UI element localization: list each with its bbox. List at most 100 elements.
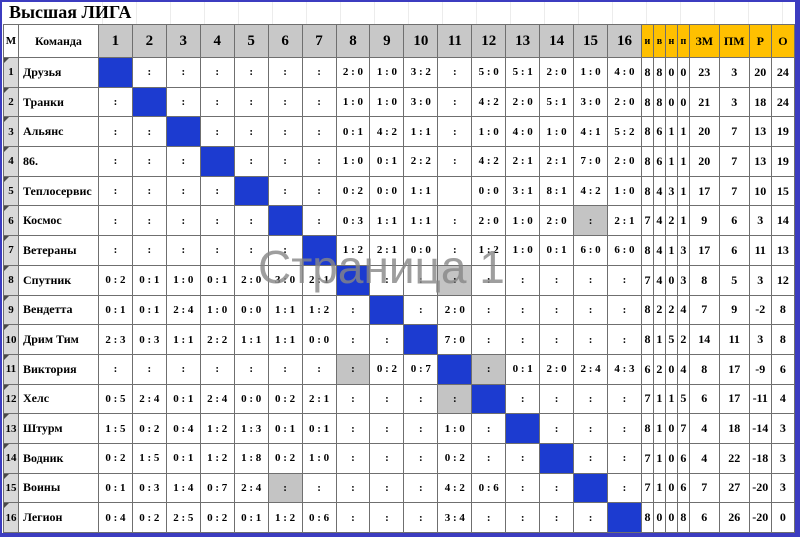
col-header-8: 8	[335, 24, 371, 58]
row-number: 15	[3, 472, 19, 504]
result-cell-empty: :	[607, 294, 642, 326]
stat-cell: 0	[664, 57, 678, 88]
result-cell: 2 : 0	[233, 264, 269, 296]
stat-cell: 4	[652, 235, 666, 266]
stat-cell: 8	[652, 86, 666, 118]
stat-cell: 7	[640, 442, 654, 474]
result-cell-empty: :	[369, 413, 405, 444]
result-cell: 1 : 0	[607, 175, 642, 207]
diagonal-cell	[369, 294, 405, 326]
stat-cell: 7	[688, 472, 720, 504]
team-name: Транки	[17, 86, 99, 118]
stat-cell: 5	[676, 383, 690, 415]
stat-cell: 1	[664, 116, 678, 148]
result-cell: 0 : 2	[131, 502, 167, 533]
result-cell-empty: :	[573, 264, 609, 296]
table-header: М Команда 1 2 3 4 5 6 7 8 9 10 11 12 13 14 15 16 и в н п ЗМ ПМ Р…	[3, 24, 795, 58]
result-cell: 0 : 4	[165, 413, 201, 444]
stat-cell: 0	[664, 264, 678, 296]
result-cell-empty: :	[471, 324, 507, 355]
stat-cell: 1	[664, 235, 678, 266]
result-cell: 2 : 0	[505, 86, 541, 118]
result-cell-empty: :	[369, 502, 405, 533]
stat-header-0: и	[640, 24, 654, 58]
result-cell: 2 : 3	[97, 324, 133, 355]
row-number: 7	[3, 235, 19, 266]
result-cell-empty: :	[301, 86, 337, 118]
col-header-11: 11	[437, 24, 473, 58]
result-cell: 1 : 2	[335, 235, 371, 266]
row-number: 10	[3, 324, 19, 355]
result-cell-empty: :	[505, 264, 541, 296]
result-cell-empty: :	[505, 442, 541, 474]
team-name: 86.	[17, 146, 99, 177]
stat-header-wide-3: О	[770, 24, 795, 58]
team-name: Виктория	[17, 353, 99, 385]
col-header-3: 3	[165, 24, 201, 58]
result-cell: 2 : 1	[301, 383, 337, 415]
unplayed-gray-cell: :	[437, 383, 473, 415]
result-cell: 0 : 1	[131, 264, 167, 296]
stat-cell: 19	[770, 146, 795, 177]
stat-cell: 19	[770, 116, 795, 148]
stat-cell: 3	[676, 264, 690, 296]
stat-cell: 23	[688, 57, 720, 88]
result-cell: 2 : 5	[165, 502, 201, 533]
stat-cell: 1	[652, 442, 666, 474]
stat-cell: 2	[652, 353, 666, 385]
result-cell: 1 : 1	[369, 205, 405, 237]
result-cell: 4 : 2	[437, 472, 473, 504]
result-cell-empty: :	[369, 264, 405, 296]
result-cell: 0 : 1	[369, 146, 405, 177]
stat-cell: 8	[770, 324, 795, 355]
result-cell-empty: :	[301, 472, 337, 504]
stat-cell: 6	[688, 383, 720, 415]
result-cell-empty: :	[437, 235, 473, 266]
unplayed-gray-cell: :	[437, 264, 473, 296]
result-cell: 6 : 0	[607, 235, 642, 266]
diagonal-cell	[573, 472, 609, 504]
result-cell: 5 : 0	[471, 57, 507, 88]
result-cell: 0 : 1	[301, 413, 337, 444]
diagonal-cell	[607, 502, 642, 533]
stat-cell: 0	[664, 472, 678, 504]
result-cell: 0 : 0	[233, 294, 269, 326]
stat-header-wide-1: ПМ	[718, 24, 750, 58]
row-number: 2	[3, 86, 19, 118]
team-name: Дрим Тим	[17, 324, 99, 355]
result-cell-empty: :	[539, 472, 575, 504]
result-cell: 2 : 1	[539, 146, 575, 177]
result-cell-empty: :	[573, 324, 609, 355]
result-cell: 0 : 1	[97, 294, 133, 326]
result-cell: 7 : 0	[437, 324, 473, 355]
result-cell: 1 : 0	[505, 205, 541, 237]
result-cell-empty: :	[539, 413, 575, 444]
result-cell: 0 : 2	[199, 502, 235, 533]
team-name: Хелс	[17, 383, 99, 415]
stat-cell: 20	[748, 57, 772, 88]
result-cell-empty: :	[403, 502, 439, 533]
result-cell: 0 : 2	[267, 442, 303, 474]
result-cell-empty: :	[335, 502, 371, 533]
result-cell-empty: :	[471, 413, 507, 444]
result-cell-empty: :	[403, 264, 439, 296]
result-cell-empty: :	[335, 294, 371, 326]
result-cell: 1 : 0	[573, 57, 609, 88]
result-cell-empty: :	[97, 146, 133, 177]
stat-cell: 7	[640, 383, 654, 415]
league-title-row: Высшая ЛИГА	[2, 2, 795, 24]
result-cell: 2 : 1	[301, 264, 337, 296]
result-cell-empty: :	[165, 353, 201, 385]
result-cell: 5 : 1	[539, 86, 575, 118]
diagonal-cell	[131, 86, 167, 118]
stat-cell: 9	[718, 294, 750, 326]
stat-cell: 8	[676, 502, 690, 533]
result-cell: 6 : 0	[573, 235, 609, 266]
stat-cell: 7	[640, 264, 654, 296]
